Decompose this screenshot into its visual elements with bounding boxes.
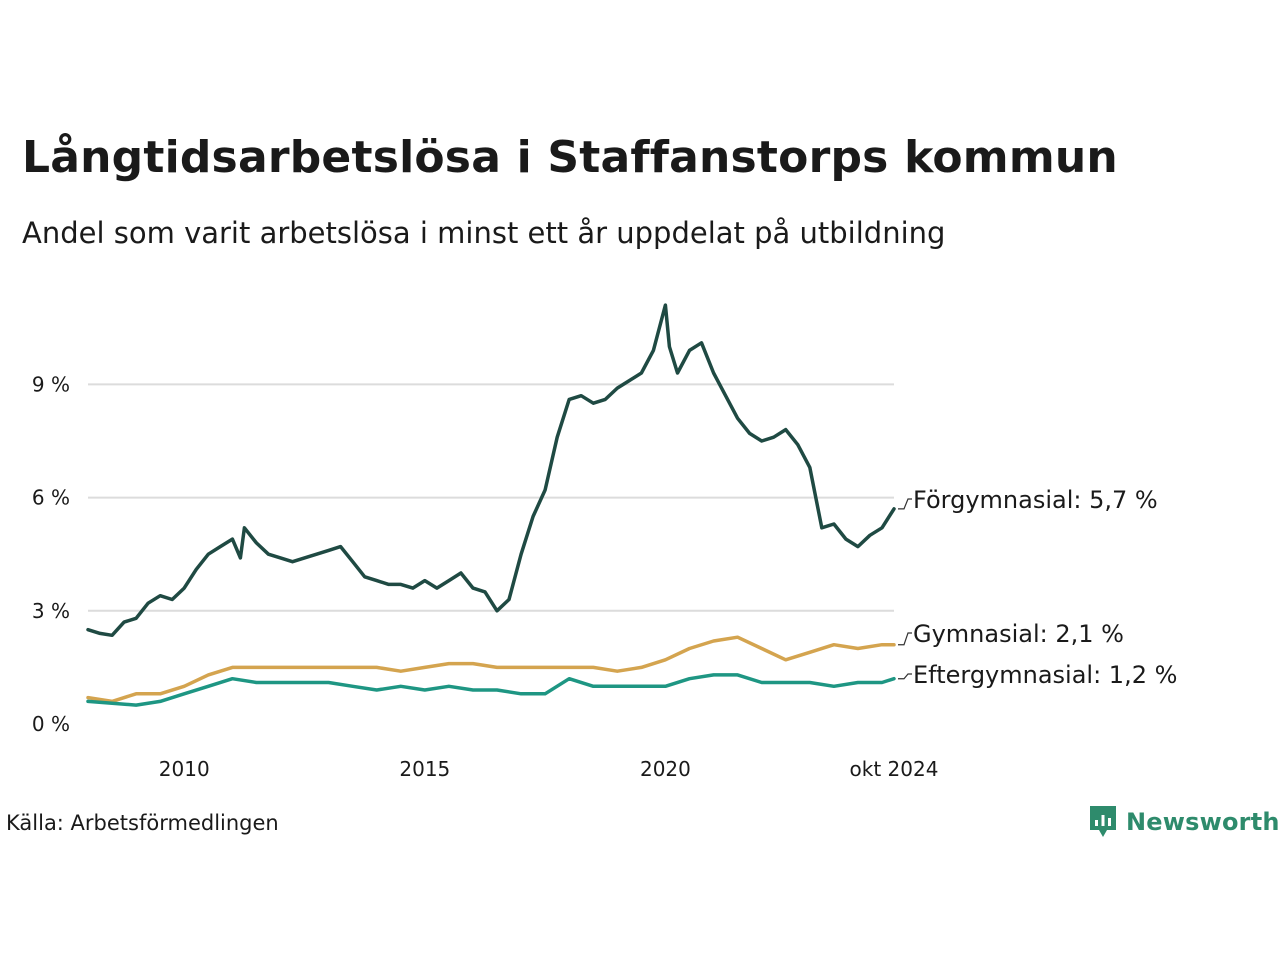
series-label-leader	[898, 498, 912, 510]
newsworthy-logo: Newsworthy	[1088, 804, 1280, 840]
y-tick-label: 9 %	[32, 372, 70, 396]
x-axis: 2010 2015 2020 okt 2024	[159, 757, 939, 781]
newsworthy-logo-icon	[1090, 806, 1116, 837]
y-axis: 0 % 3 % 6 % 9 %	[32, 372, 70, 736]
series-line-eftergymnasial	[86, 673, 896, 707]
series-label-eftergymnasial: Eftergymnasial: 1,2 %	[913, 661, 1177, 689]
series-lines	[86, 303, 896, 707]
series-label-gymnasial: Gymnasial: 2,1 %	[913, 620, 1124, 648]
grid-lines	[88, 383, 894, 612]
series-end-labels: Förgymnasial: 5,7 % Gymnasial: 2,1 % Efter…	[898, 486, 1177, 689]
chart-subtitle: Andel som varit arbetslösa i minst ett å…	[22, 216, 946, 250]
chart-title: Långtidsarbetslösa i Staffanstorps kommu…	[22, 132, 1118, 183]
x-tick-label: okt 2024	[850, 757, 939, 781]
series-label-leader	[898, 673, 912, 680]
series-label-leader	[898, 632, 912, 646]
series-line-gymnasial	[86, 635, 896, 704]
source-note: Källa: Arbetsförmedlingen	[6, 811, 279, 835]
x-tick-label: 2020	[640, 757, 691, 781]
series-label-förgymnasial: Förgymnasial: 5,7 %	[913, 486, 1158, 514]
x-tick-label: 2015	[399, 757, 450, 781]
series-line-förgymnasial	[86, 303, 896, 638]
x-tick-label: 2010	[159, 757, 210, 781]
y-tick-label: 0 %	[32, 712, 70, 736]
y-tick-label: 3 %	[32, 599, 70, 623]
y-tick-label: 6 %	[32, 486, 70, 510]
logo-wordmark: Newsworthy	[1126, 808, 1280, 836]
